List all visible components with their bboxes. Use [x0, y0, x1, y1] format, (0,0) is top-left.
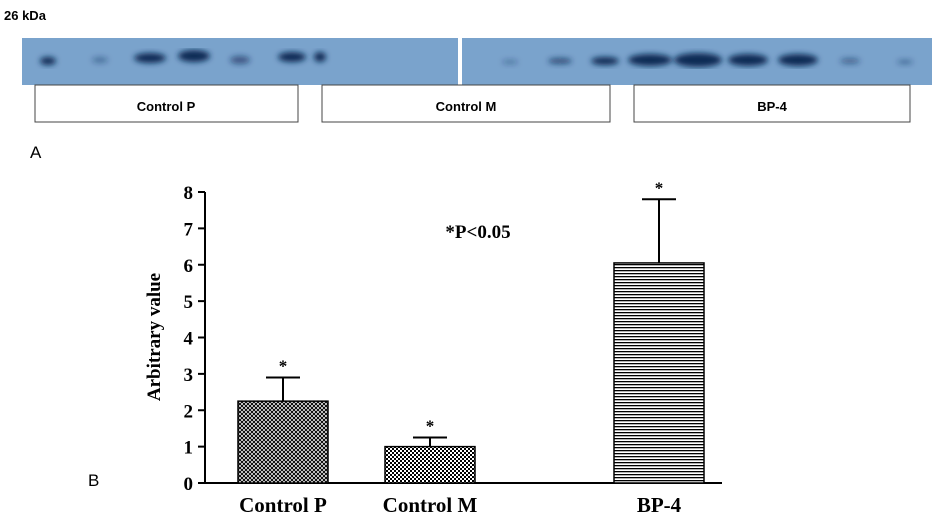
- bar: [384, 445, 476, 484]
- marker-label: 26 kDa: [4, 8, 47, 23]
- y-tick-label: 8: [184, 183, 194, 204]
- significance-label: *: [655, 178, 664, 197]
- y-tick-label: 0: [184, 474, 194, 495]
- significance-label: *: [279, 357, 288, 376]
- x-tick-label: BP-4: [637, 493, 682, 517]
- y-tick-label: 5: [184, 292, 194, 313]
- group-boxes: [34, 84, 911, 123]
- bar: [613, 262, 705, 484]
- y-tick-label: 6: [184, 256, 194, 277]
- annotation: *P<0.05: [445, 222, 510, 243]
- significance-label: *: [426, 417, 435, 436]
- panel-label: B: [88, 471, 99, 490]
- x-tick-label: Control P: [239, 493, 327, 517]
- y-tick-label: 2: [184, 401, 194, 422]
- group-label: Control P: [137, 99, 196, 114]
- panel-label: A: [30, 143, 42, 162]
- bar: [237, 400, 329, 484]
- y-axis-label: Arbitrary value: [144, 273, 165, 401]
- group-label: BP-4: [757, 99, 787, 114]
- y-tick-label: 3: [184, 365, 194, 386]
- y-tick-label: 7: [184, 219, 194, 240]
- blot-image: [22, 38, 932, 85]
- y-tick-label: 1: [184, 438, 194, 459]
- group-label: Control M: [436, 99, 497, 114]
- x-tick-label: Control M: [383, 493, 478, 517]
- y-tick-label: 4: [184, 329, 194, 350]
